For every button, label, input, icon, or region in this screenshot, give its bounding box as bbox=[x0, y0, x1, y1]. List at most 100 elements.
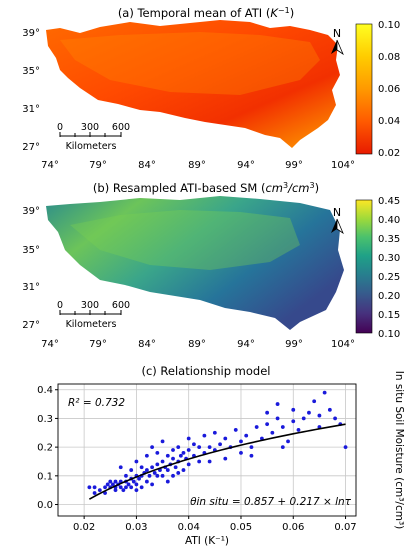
data-point bbox=[105, 482, 110, 487]
colorbar-tick: 0.25 bbox=[378, 272, 400, 283]
data-point bbox=[202, 433, 207, 438]
equation-annotation: θin situ = 0.857 + 0.217 × lnτ bbox=[190, 496, 352, 508]
data-point bbox=[218, 442, 222, 447]
data-point bbox=[155, 462, 160, 467]
data-point bbox=[212, 430, 217, 435]
data-point bbox=[286, 439, 290, 444]
sm-map-region bbox=[46, 196, 344, 330]
data-point bbox=[165, 453, 170, 458]
y-axis-label: In situ Soil Moisture (cm³/cm³) bbox=[393, 371, 405, 530]
colorbar-tick: 0.10 bbox=[378, 20, 400, 31]
x-tick-label: 0.04 bbox=[178, 522, 200, 533]
data-point bbox=[223, 456, 228, 461]
data-point bbox=[173, 465, 178, 470]
colorbar-tick: 0.40 bbox=[378, 215, 400, 226]
data-point bbox=[171, 456, 175, 461]
data-point bbox=[124, 485, 128, 490]
lon-tick-label: 89° bbox=[188, 339, 206, 350]
panel-b-lat-ticks: 39° 35° 31° 27° bbox=[22, 206, 40, 331]
lon-tick-label: 74° bbox=[41, 339, 59, 350]
data-point bbox=[147, 473, 152, 478]
lat-tick-label: 31° bbox=[22, 104, 40, 115]
north-arrow-icon bbox=[331, 219, 337, 233]
data-point bbox=[244, 433, 249, 438]
data-point bbox=[176, 471, 181, 475]
colorbar-tick: 0.02 bbox=[378, 148, 400, 159]
data-point bbox=[150, 465, 155, 470]
lon-tick-label: 104° bbox=[331, 339, 355, 350]
y-tick-label: 0.0 bbox=[37, 500, 53, 511]
data-point bbox=[97, 488, 102, 493]
data-point bbox=[160, 439, 165, 444]
colorbar-tick: 0.30 bbox=[378, 253, 400, 264]
data-point bbox=[280, 445, 285, 450]
panel-a-lat-ticks: 39° 35° 31° 27° bbox=[22, 28, 40, 153]
north-label: N bbox=[333, 27, 341, 40]
data-point bbox=[126, 482, 131, 487]
y-tick-label: 0.1 bbox=[37, 471, 53, 482]
chart-title: (c) Relationship model bbox=[141, 364, 270, 378]
data-point bbox=[312, 399, 317, 404]
panel-a-scalebar: 0 300 600 Kilometers bbox=[57, 122, 130, 152]
scalebar-tick-label: 300 bbox=[81, 300, 99, 311]
data-point bbox=[171, 448, 175, 452]
lon-tick-label: 74° bbox=[41, 160, 59, 171]
colorbar-tick: 0.06 bbox=[378, 84, 400, 95]
data-point bbox=[139, 485, 144, 490]
scalebar-tick-label: 600 bbox=[112, 300, 130, 311]
data-point bbox=[270, 430, 275, 435]
data-point bbox=[207, 459, 212, 464]
data-point bbox=[197, 445, 202, 450]
lon-tick-label: 99° bbox=[285, 339, 303, 350]
north-arrow-icon-half bbox=[336, 39, 344, 56]
scalebar-unit-label: Kilometers bbox=[66, 319, 117, 330]
lon-tick-label: 84° bbox=[138, 339, 156, 350]
x-tick-label: 0.07 bbox=[334, 522, 356, 533]
colorbar-tick: 0.08 bbox=[378, 52, 400, 63]
lon-tick-label: 94° bbox=[237, 160, 255, 171]
data-point bbox=[129, 485, 134, 490]
y-tick-label: 0.2 bbox=[37, 443, 53, 454]
data-point bbox=[165, 468, 170, 472]
data-point bbox=[322, 390, 327, 395]
data-point bbox=[239, 439, 243, 444]
data-point bbox=[239, 450, 243, 455]
data-point bbox=[207, 445, 212, 450]
data-point bbox=[186, 448, 191, 452]
r2-annotation: R² = 0.732 bbox=[68, 397, 125, 409]
panel-a-lon-ticks: 74° 79° 84° 89° 94° 99° 104° bbox=[41, 160, 355, 171]
data-point bbox=[291, 419, 296, 424]
x-tick-label: 0.02 bbox=[73, 522, 95, 533]
lat-tick-label: 35° bbox=[22, 245, 40, 256]
scalebar-unit-label: Kilometers bbox=[66, 141, 117, 152]
data-point bbox=[150, 482, 155, 487]
panel-b-lon-ticks: 74° 79° 84° 89° 94° 99° 104° bbox=[41, 339, 355, 350]
lon-tick-label: 94° bbox=[237, 339, 255, 350]
panel-a: (a) Temporal mean of ATI (K−1) N 0 300 6… bbox=[22, 6, 400, 171]
data-point bbox=[307, 410, 311, 415]
data-point bbox=[113, 479, 118, 484]
data-point bbox=[144, 453, 149, 458]
data-point bbox=[186, 436, 191, 441]
y-tick-label: 0.3 bbox=[37, 414, 53, 425]
data-point bbox=[265, 422, 270, 427]
data-point bbox=[129, 468, 134, 472]
data-point bbox=[134, 488, 139, 493]
x-tick-label: 0.03 bbox=[125, 522, 147, 533]
data-point bbox=[317, 413, 322, 418]
panel-b-colorbar: 0.45 0.40 0.35 0.30 0.25 0.20 0.15 0.10 bbox=[355, 196, 400, 340]
data-point bbox=[192, 442, 196, 447]
data-point bbox=[333, 416, 337, 421]
data-point bbox=[280, 425, 285, 429]
data-point bbox=[197, 459, 202, 464]
data-point bbox=[186, 462, 191, 467]
data-point bbox=[118, 465, 123, 470]
panel-c: (c) Relationship model 0.02 0.03 0.04 0.05 0… bbox=[37, 364, 405, 547]
panel-b-north-arrow: N bbox=[331, 206, 344, 235]
lon-tick-label: 84° bbox=[138, 160, 156, 171]
x-tick-label: 0.05 bbox=[230, 522, 252, 533]
data-point bbox=[249, 445, 254, 450]
data-point bbox=[137, 476, 141, 481]
colorbar-tick: 0.20 bbox=[378, 291, 400, 302]
